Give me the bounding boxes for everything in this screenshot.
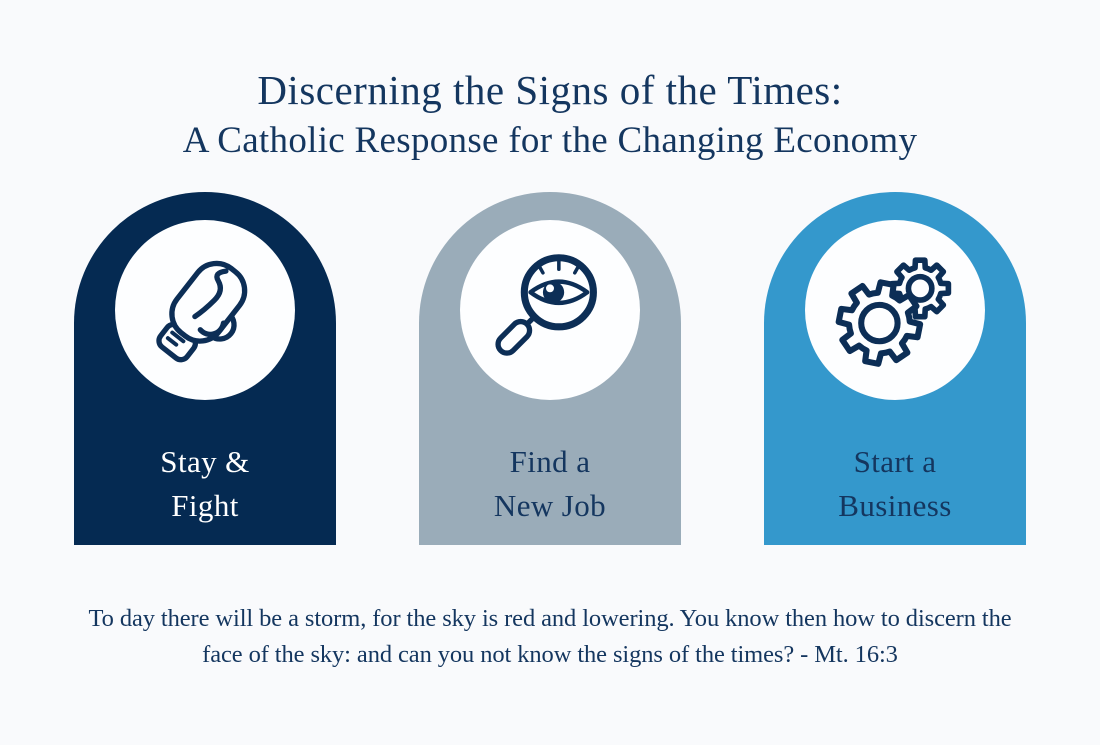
title-block: Discerning the Signs of the Times: A Cat… <box>0 0 1100 163</box>
card-label-line: Business <box>838 488 952 524</box>
icon-circle <box>115 220 295 401</box>
quote-line-2: face of the sky: and can you not know th… <box>202 641 898 669</box>
magnifying-glass-eye-icon <box>495 254 597 357</box>
card-label-line: Stay & <box>160 444 250 480</box>
icon-circle <box>460 220 640 401</box>
boxing-glove-icon <box>156 261 248 363</box>
card-label-line: Find a <box>509 444 591 480</box>
card-label-line: Start a <box>853 444 937 480</box>
card-label-line: New Job <box>493 488 607 524</box>
quote-line-1: To day there will be a storm, for the sk… <box>88 605 1012 633</box>
card-label-line: Fight <box>171 488 239 524</box>
gears-icon <box>835 257 952 367</box>
scripture-quote: To day there will be a storm, for the sk… <box>0 601 1100 673</box>
card-stay-and-fight: Stay & Fight <box>74 192 336 546</box>
card-label: Stay & Fight <box>74 440 336 528</box>
title-line-2: A Catholic Response for the Changing Eco… <box>182 119 918 161</box>
card-label: Start a Business <box>764 440 1026 528</box>
title-line-1: Discerning the Signs of the Times: <box>257 67 843 113</box>
card-find-a-new-job: Find a New Job <box>419 192 681 546</box>
options-row: Stay & Fight Find a <box>0 192 1100 546</box>
card-start-a-business: Start a Business <box>764 192 1026 546</box>
icon-circle <box>805 220 985 401</box>
card-label: Find a New Job <box>419 440 681 528</box>
